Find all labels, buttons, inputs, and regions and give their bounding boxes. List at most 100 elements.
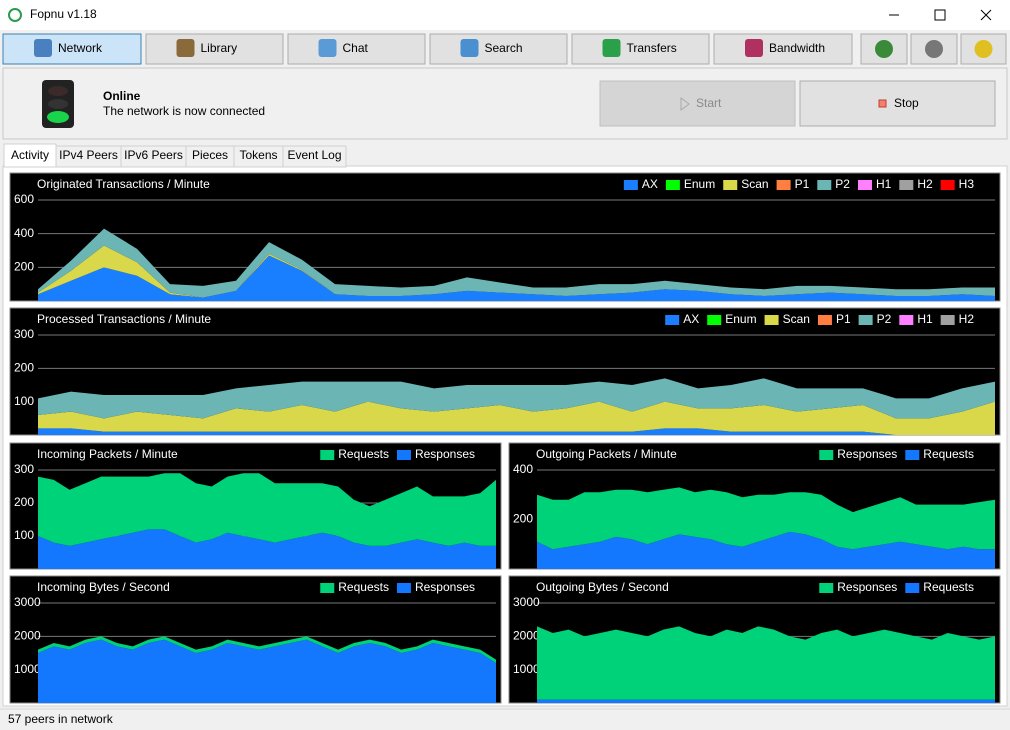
legend-swatch [858, 315, 873, 325]
legend-label: Enum [684, 177, 715, 191]
chart-title: Outgoing Bytes / Second [536, 580, 669, 594]
status-message: The network is now connected [103, 104, 265, 118]
maximize[interactable] [934, 9, 946, 21]
y-tick-label: 300 [14, 327, 34, 341]
y-tick-label: 3000 [513, 595, 540, 609]
y-tick-label: 2000 [14, 629, 41, 643]
toolbar-label: Search [485, 41, 523, 55]
legend-swatch [723, 180, 738, 190]
tab-label: Event Log [287, 148, 341, 162]
legend-swatch [623, 180, 638, 190]
legend-label: Responses [415, 447, 475, 461]
legend-label: H1 [917, 312, 933, 326]
chart-title: Processed Transactions / Minute [37, 312, 211, 326]
legend-label: P2 [877, 312, 892, 326]
toolbar-button[interactable] [287, 33, 426, 65]
legend-label: P1 [795, 177, 810, 191]
stop-icon [878, 99, 887, 108]
stop-button[interactable] [799, 80, 996, 127]
toolbar-button[interactable] [429, 33, 568, 65]
y-tick-label: 1000 [513, 662, 540, 676]
legend-swatch [776, 180, 791, 190]
legend-label: Responses [837, 580, 897, 594]
legend-swatch [817, 315, 832, 325]
icon-button[interactable] [910, 33, 958, 65]
status-title: Online [103, 89, 141, 103]
toolbar-label: Bandwidth [769, 41, 825, 55]
legend-label: Scan [783, 312, 810, 326]
legend-swatch [320, 450, 335, 460]
legend-label: P2 [835, 177, 850, 191]
y-tick-label: 2000 [513, 629, 540, 643]
icon [875, 40, 893, 58]
toolbar-button[interactable] [145, 33, 284, 65]
tab-label: IPv4 Peers [59, 148, 118, 162]
legend-swatch [899, 315, 914, 325]
icon [925, 40, 943, 58]
area-series [38, 636, 496, 663]
area-series [537, 531, 995, 569]
legend-label: Responses [837, 447, 897, 461]
legend-swatch [819, 450, 834, 460]
legend-label: H3 [959, 177, 975, 191]
chart-panel [9, 172, 1001, 302]
legend-swatch [320, 583, 335, 593]
legend-swatch [940, 180, 955, 190]
legend-label: Requests [338, 447, 389, 461]
toolbar-label: Network [58, 41, 103, 55]
toolbar-button[interactable] [2, 33, 142, 65]
area-series [38, 245, 995, 298]
area-series [537, 626, 995, 700]
icon [974, 40, 993, 58]
area-series [38, 228, 995, 298]
stop-label: Stop [894, 96, 919, 110]
toolbar-icon [34, 39, 52, 57]
legend-label: H1 [876, 177, 892, 191]
tab-label: Pieces [192, 148, 228, 162]
legend-swatch [396, 450, 411, 460]
legend-swatch [940, 315, 955, 325]
chart-title: Incoming Bytes / Second [37, 580, 170, 594]
chart-title: Incoming Packets / Minute [37, 447, 178, 461]
legend-label: Scan [741, 177, 768, 191]
chart: Outgoing Bytes / Second 1000 2000 3000 Reque… [508, 575, 1001, 704]
app-icon [8, 8, 22, 22]
legend-label: AX [683, 312, 699, 326]
chart: Outgoing Packets / Minute 200 400 Requests R… [508, 442, 1001, 570]
toolbar-icon [460, 39, 479, 57]
y-tick-label: 400 [14, 226, 34, 240]
y-tick-label: 200 [513, 512, 533, 526]
tab[interactable] [282, 145, 347, 168]
area-series [38, 378, 995, 419]
legend-swatch [857, 180, 872, 190]
toolbar-icon [602, 39, 621, 57]
chart-title: Originated Transactions / Minute [37, 177, 210, 191]
y-tick-label: 3000 [14, 595, 41, 609]
toolbar-icon [745, 39, 763, 57]
legend-swatch [396, 583, 411, 593]
legend-swatch [764, 315, 779, 325]
title-bar [0, 0, 1010, 30]
area-series [537, 487, 995, 550]
area-series [537, 699, 995, 703]
legend-label: Requests [338, 580, 389, 594]
chart-title: Outgoing Packets / Minute [536, 447, 677, 461]
legend-swatch [665, 180, 680, 190]
legend-label: P1 [836, 312, 851, 326]
tab-label: Tokens [239, 148, 277, 162]
tab-label: Activity [11, 148, 49, 162]
chart: Originated Transactions / Minute 200 400 60… [9, 172, 1001, 302]
area-series [38, 428, 995, 435]
play-icon [680, 97, 690, 111]
toolbar-button[interactable] [713, 33, 853, 65]
toolbar-button[interactable] [571, 33, 710, 65]
y-tick-label: 1000 [14, 662, 41, 676]
toolbar-label: Library [201, 41, 238, 55]
legend-label: H2 [917, 177, 933, 191]
start-button[interactable] [599, 80, 796, 127]
area-series [38, 529, 496, 569]
y-tick-label: 200 [14, 495, 34, 509]
close[interactable] [980, 9, 992, 21]
chart: Processed Transactions / Minute 100 200 300… [9, 307, 1001, 436]
legend-label: Requests [923, 447, 974, 461]
